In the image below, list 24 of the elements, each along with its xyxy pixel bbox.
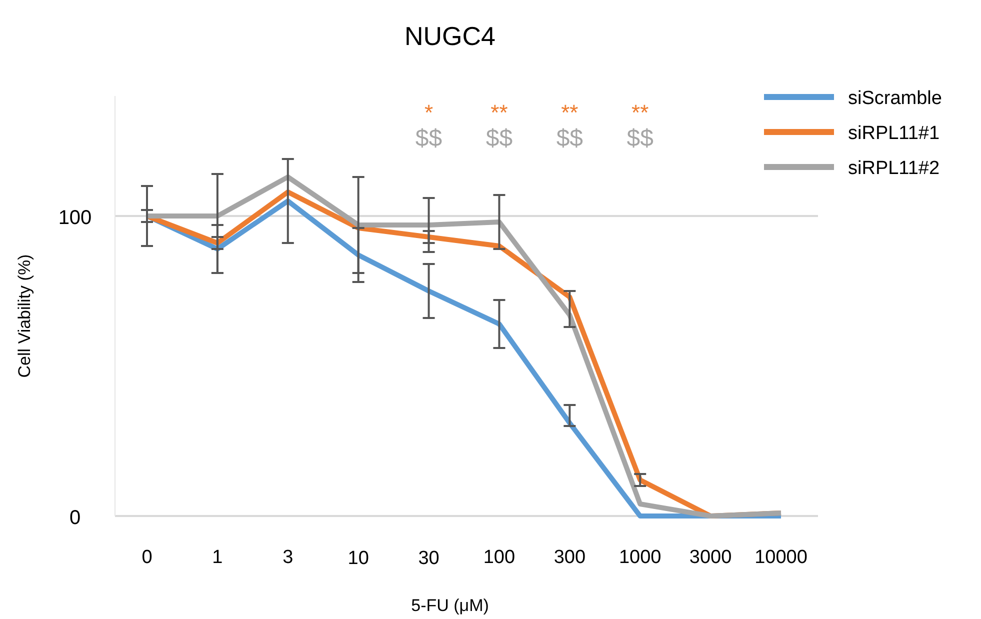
annotation: **: [561, 100, 579, 125]
annotation: **: [632, 100, 650, 125]
x-tick-label: 1000: [618, 547, 662, 568]
legend-label: siRPL11#2: [848, 158, 940, 179]
legend-label: siRPL11#1: [848, 123, 940, 144]
legend-label: siScramble: [848, 88, 942, 109]
x-tick-label: 30: [418, 548, 440, 569]
x-tick-label: 1: [212, 547, 223, 568]
annotation: **: [490, 100, 508, 125]
annotation: $$: [556, 125, 584, 152]
annotation: *: [424, 100, 434, 125]
annotation: $$: [415, 125, 442, 152]
chart-title: NUGC4: [404, 21, 496, 51]
x-tick-label: 10000: [754, 547, 808, 568]
x-tick-label: 300: [554, 547, 586, 568]
x-axis-title: 5-FU (μM): [411, 596, 489, 615]
x-tick-label: 100: [483, 547, 516, 568]
y-axis-title: Cell Viability (%): [15, 254, 34, 378]
annotation: $$: [626, 125, 654, 152]
x-tick-label: 3: [282, 547, 294, 568]
x-tick-label: 10: [348, 548, 369, 569]
x-tick-label: 3000: [689, 547, 732, 568]
x-tick-label: 0: [142, 547, 152, 568]
annotation: $$: [486, 125, 513, 152]
